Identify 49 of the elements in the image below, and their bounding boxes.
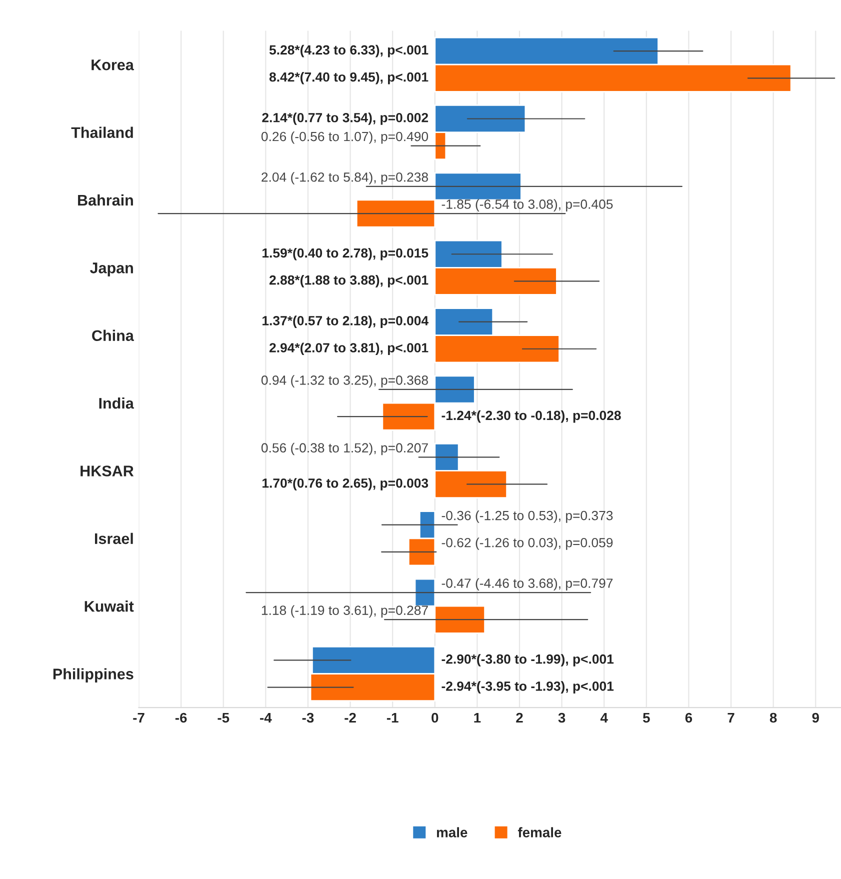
data-label: 2.94*(2.07 to 3.81), p<.001 [269, 342, 428, 356]
y-tick-label: Japan [90, 262, 133, 276]
data-label: -2.90*(-3.80 to -1.99), p<.001 [442, 654, 614, 666]
x-tick-label: 1 [474, 712, 481, 723]
x-tick-label: 2 [516, 712, 523, 723]
y-tick-label: HKSAR [80, 466, 134, 476]
data-label: 0.26 (-0.56 to 1.07), p=0.490 [261, 131, 428, 144]
y-tick-label: China [92, 330, 134, 342]
x-tick-label: -1 [386, 712, 398, 723]
x-tick-label: -6 [175, 712, 187, 723]
y-tick-label: Korea [92, 60, 134, 70]
x-tick-label: -2 [344, 712, 356, 723]
data-label: 5.28*(4.23 to 6.33), p<.001 [269, 44, 428, 58]
data-label: -1.85 (-6.54 to 3.08), p=0.405 [442, 199, 613, 212]
y-tick-label: India [99, 397, 134, 409]
x-tick-label: 7 [728, 712, 734, 723]
y-tick-label: Israel [95, 532, 133, 544]
x-tick-label: -3 [302, 712, 314, 723]
x-tick-label: 3 [558, 712, 566, 723]
y-tick-label: Philippines [53, 668, 134, 682]
x-tick-label: 6 [685, 712, 692, 723]
x-tick-label: -4 [260, 712, 272, 723]
y-tick-label: Bahrain [78, 194, 133, 206]
data-label: 2.14*(0.77 to 3.54), p=0.002 [262, 112, 428, 125]
x-tick-label: 4 [600, 712, 608, 723]
y-tick-label: Kuwait [84, 600, 134, 612]
data-label: -0.62 (-1.26 to 0.03), p=0.059 [442, 538, 613, 550]
x-tick-label: 5 [642, 712, 650, 723]
data-label: -2.94*(-3.95 to -1.93), p<.001 [442, 681, 614, 694]
x-tick-label: 9 [812, 712, 819, 723]
data-label: 1.70*(0.76 to 2.65), p=0.003 [262, 478, 428, 490]
data-label: 2.04 (-1.62 to 5.84), p=0.238 [262, 172, 428, 184]
y-tick-label: Thailand [71, 126, 133, 138]
data-label: 0.94 (-1.32 to 3.25), p=0.368 [261, 375, 428, 388]
x-tick-label: -5 [218, 712, 230, 723]
data-label: -1.24*(-2.30 to -0.18), p=0.028 [442, 410, 621, 423]
data-label: 8.42*(7.40 to 9.45), p<.001 [269, 72, 428, 84]
x-tick-label: -7 [133, 712, 144, 723]
data-label: 1.37*(0.57 to 2.18), p=0.004 [262, 316, 428, 328]
data-label: -0.36 (-1.25 to 0.53), p=0.373 [442, 510, 613, 523]
x-tick-label: 8 [770, 712, 777, 723]
legend-label: female [518, 827, 562, 838]
data-label: 1.18 (-1.19 to 3.61), p=0.287 [262, 605, 428, 618]
x-tick-label: 0 [432, 712, 438, 723]
data-label: 1.59*(0.40 to 2.78), p=0.015 [262, 248, 428, 260]
data-label: 2.88*(1.88 to 3.88), p<.001 [269, 275, 428, 288]
data-label: -0.47 (-4.46 to 3.68), p=0.797 [442, 578, 613, 591]
legend-label: male [436, 827, 468, 838]
data-label: 0.56 (-0.38 to 1.52), p=0.207 [261, 442, 428, 456]
